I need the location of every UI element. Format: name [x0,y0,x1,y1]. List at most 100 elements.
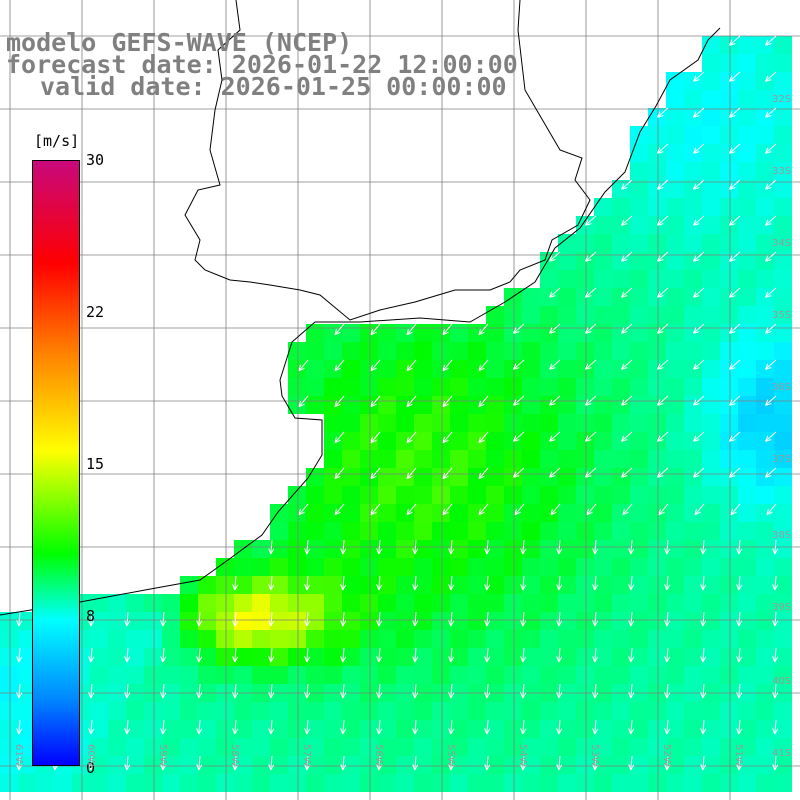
wind-arrow [700,755,707,771]
wind-cell [522,288,540,306]
wind-cell [324,378,342,396]
lat-label-39s: 39S [772,602,792,613]
wind-cell [594,738,612,756]
wind-cell [684,72,702,90]
wind-cell [540,774,558,792]
wind-cell [504,756,522,774]
wind-arrow [88,611,95,627]
wind-cell [612,378,630,396]
wind-cell [18,738,36,756]
wind-cell [612,648,630,666]
wind-cell [558,234,576,252]
wind-cell [774,342,792,360]
wind-arrow [772,611,779,627]
wind-cell [612,342,630,360]
wind-cell [630,738,648,756]
wind-cell [630,756,648,774]
wind-cell [648,342,666,360]
wind-cell [504,306,522,324]
wind-arrow [340,683,347,699]
wind-cell [522,360,540,378]
wind-cell [234,738,252,756]
wind-arrow [334,395,345,408]
wind-cell [342,324,360,342]
wind-cell [432,648,450,666]
wind-cell [540,756,558,774]
wind-cell [306,666,324,684]
wind-arrow [729,35,741,46]
wind-cell [396,720,414,738]
wind-cell [612,288,630,306]
wind-arrow [124,719,131,735]
wind-arrow [592,683,599,699]
wind-cell [18,612,36,630]
wind-cell [432,702,450,720]
wind-cell [648,162,666,180]
wind-cell [342,414,360,432]
wind-arrow [406,359,417,372]
wind-cell [468,342,486,360]
wind-cell [378,342,396,360]
wind-cell [486,738,504,756]
wind-cell [738,666,756,684]
wind-cell [558,738,576,756]
wind-cell [684,468,702,486]
wind-cell [144,612,162,630]
wind-cell [756,288,774,306]
wind-cell [360,504,378,522]
wind-arrow [736,683,743,699]
wind-cell [234,702,252,720]
wind-cell [108,756,126,774]
wind-cell [432,612,450,630]
wind-cell [468,702,486,720]
wind-cell [522,450,540,468]
wind-arrow [520,683,527,699]
wind-cell [342,540,360,558]
wind-cell [702,72,720,90]
wind-cell [378,378,396,396]
wind-cell [288,666,306,684]
wind-cell [666,540,684,558]
wind-arrow [549,395,561,406]
wind-cell [684,198,702,216]
wind-arrow [513,359,525,370]
wind-cell [324,468,342,486]
wind-arrow [370,359,381,372]
wind-cell [414,702,432,720]
wind-cell [252,540,270,558]
wind-cell [702,666,720,684]
wind-cell [774,144,792,162]
wind-cell [360,720,378,738]
wind-cell [576,270,594,288]
wind-arrow [693,431,705,442]
wind-cell [90,702,108,720]
wind-cell [342,594,360,612]
wind-cell [774,90,792,108]
wind-cell [630,162,648,180]
wind-cell [684,180,702,198]
wind-arrow [484,575,491,591]
wind-cell [306,522,324,540]
wind-cell [576,738,594,756]
wind-arrow [729,107,741,118]
wind-cell [90,648,108,666]
wind-cell [396,756,414,774]
wind-arrow [585,359,597,370]
wind-cell [90,666,108,684]
wind-cell [468,432,486,450]
wind-cell [144,702,162,720]
wind-cell [396,414,414,432]
wind-cell [702,288,720,306]
wind-arrow [556,611,563,627]
wind-cell [72,774,90,792]
wind-cell [360,324,378,342]
wind-cell [342,774,360,792]
wind-cell [144,594,162,612]
wind-arrow [585,323,597,334]
wind-cell [342,612,360,630]
wind-cell [756,396,774,414]
wind-cell [738,540,756,558]
wind-cell [450,612,468,630]
forecast-date: forecast date: 2026-01-22 12:00:00 [6,50,518,79]
wind-arrow [657,287,669,298]
